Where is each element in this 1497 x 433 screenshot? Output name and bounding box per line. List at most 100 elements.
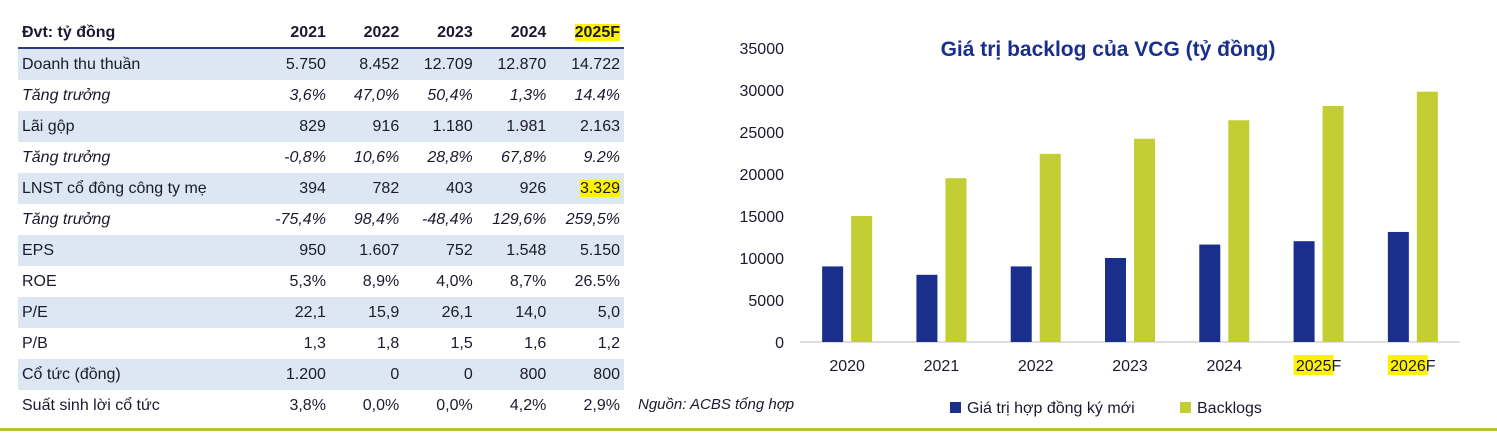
table-cell: 2.163 (550, 111, 624, 142)
table-cell: 8,9% (362, 272, 400, 290)
year-header: 2023 (403, 18, 477, 49)
table-cell: 12.709 (403, 48, 477, 80)
table-row: Lãi gộp 829 916 1.180 1.981 2.163 (18, 111, 624, 142)
legend-swatch (950, 402, 961, 413)
source-note: Nguồn: ACBS tổng hợp (638, 396, 795, 413)
chart-title: Giá trị backlog của VCG (tỷ đồng) (941, 38, 1276, 61)
table-cell: 26,1 (403, 297, 477, 328)
bar-backlogs (1039, 153, 1061, 342)
table-cell: 3.329 (550, 173, 624, 204)
y-tick-label: 30000 (740, 83, 785, 100)
table-cell: 3,8% (289, 396, 326, 414)
table-cell: 5,0 (550, 297, 624, 328)
x-tick-label: 2026F (1390, 358, 1436, 375)
y-axis: 0 5000 10000 15000 20000 25000 30000 35000 (740, 41, 1460, 352)
table-cell: 403 (403, 173, 477, 204)
table-row: Suất sinh lời cổ tức 3,8% 0,0% 0,0% 4,2% 2,9% (18, 390, 624, 421)
year-header: 2025F (550, 18, 624, 49)
year-header: 2024 (476, 18, 551, 49)
row-label: Cổ tức (đồng) (18, 359, 257, 390)
table-cell: 15,9 (329, 297, 404, 328)
y-tick-label: 35000 (740, 41, 785, 58)
forecast-highlight (1387, 355, 1428, 375)
table-cell: 14.4% (574, 86, 620, 104)
x-axis: 2020 2021 2022 2023 2024 2025F 2026F (829, 355, 1436, 375)
table-cell: 3,6% (289, 86, 326, 104)
table-cell: -0,8% (284, 148, 326, 166)
y-tick-label: 25000 (740, 125, 785, 142)
table-cell: 394 (256, 173, 330, 204)
table-row: LNST cổ đông công ty mẹ 394 782 403 926 3.329 (18, 173, 624, 204)
highlighted-value: 3.329 (579, 179, 620, 197)
row-label: Lãi gộp (18, 111, 257, 142)
table-cell: 5.750 (256, 48, 330, 80)
y-tick-label: 20000 (740, 167, 785, 184)
table-cell: 8.452 (329, 48, 404, 80)
row-label: P/B (22, 334, 48, 352)
table-cell: 12.870 (476, 48, 551, 80)
x-tick-label: 2020 (829, 358, 865, 375)
table-row: ROE 5,3% 8,9% 4,0% 8,7% 26.5% (18, 266, 624, 297)
table-cell: 782 (329, 173, 404, 204)
row-label: Tăng trưởng (22, 210, 111, 228)
bar-backlogs (1228, 120, 1250, 343)
row-label: Tăng trưởng (22, 86, 111, 104)
table-cell: 5,3% (289, 272, 326, 290)
table-row: EPS 950 1.607 752 1.548 5.150 (18, 235, 624, 266)
bar-backlogs (1322, 105, 1344, 343)
table-cell: 0 (329, 359, 404, 390)
row-label: Suất sinh lời cổ tức (22, 396, 160, 414)
table-cell: 1,3% (509, 86, 547, 104)
table-cell: 8,7% (509, 272, 547, 290)
table-cell: 9.2% (583, 148, 620, 166)
bar-new-contracts (1293, 241, 1315, 342)
table-cell: 4,2% (509, 396, 547, 414)
table-cell: 800 (550, 359, 624, 390)
row-label: LNST cổ đông công ty mẹ (18, 173, 257, 204)
table-cell: 1,8 (376, 334, 400, 352)
table-row: P/E 22,1 15,9 26,1 14,0 5,0 (18, 297, 624, 328)
table-cell: 2,9% (583, 396, 620, 414)
row-label: Tăng trưởng (22, 148, 111, 166)
bar-backlogs (1134, 138, 1155, 342)
bar-backlogs (945, 178, 967, 342)
table-cell: 829 (256, 111, 330, 142)
table-cell: 752 (403, 235, 477, 266)
table-cell: -75,4% (275, 210, 326, 228)
table-cell: 67,8% (500, 148, 547, 166)
table-row: Tăng trưởng -75,4% 98,4% -48,4% 129,6% 259,5% (18, 204, 624, 235)
table-cell: 0 (403, 359, 477, 390)
bar-new-contracts (822, 266, 844, 342)
bar-backlogs (851, 216, 873, 342)
table-row: Doanh thu thuần 5.750 8.452 12.709 12.870 14.… (18, 48, 624, 80)
table-cell: 0,0% (362, 396, 400, 414)
row-label: ROE (22, 272, 57, 290)
table-row: P/B 1,3 1,8 1,5 1,6 1,2 (18, 328, 624, 359)
x-tick-label: 2025F (1296, 358, 1342, 375)
year-header: 2022 (329, 18, 404, 49)
x-tick-label: 2022 (1018, 358, 1054, 375)
table-cell: 47,0% (353, 86, 400, 104)
bar-new-contracts (916, 274, 938, 342)
financial-table: Đvt: tỷ đồng 2021 2022 2023 2024 2025F Doanh t… (18, 18, 624, 421)
row-label: Doanh thu thuần (18, 48, 257, 80)
table-cell: 1,3 (303, 334, 326, 352)
bar-new-contracts (1199, 244, 1221, 342)
table-cell: 14,0 (476, 297, 551, 328)
table-cell: 10,6% (353, 148, 400, 166)
table-cell: 1.607 (329, 235, 404, 266)
bottom-rule (0, 428, 1497, 431)
table-cell: 26.5% (574, 272, 620, 290)
legend-swatch (1180, 402, 1191, 413)
bar-new-contracts (1105, 258, 1126, 342)
table-cell: 14.722 (550, 48, 624, 80)
backlog-chart: Giá trị backlog của VCG (tỷ đồng) 0 5000 1… (740, 38, 1460, 417)
table-cell: 1.180 (403, 111, 477, 142)
forecast-year-highlight: 2025F (574, 23, 620, 41)
table-cell: 1,2 (597, 334, 620, 352)
chart-legend: Giá trị hợp đồng ký mới Backlogs (950, 400, 1262, 417)
bar-backlogs (1416, 91, 1438, 343)
forecast-highlight (1293, 355, 1334, 375)
y-tick-label: 10000 (740, 251, 785, 268)
table-cell: 916 (329, 111, 404, 142)
